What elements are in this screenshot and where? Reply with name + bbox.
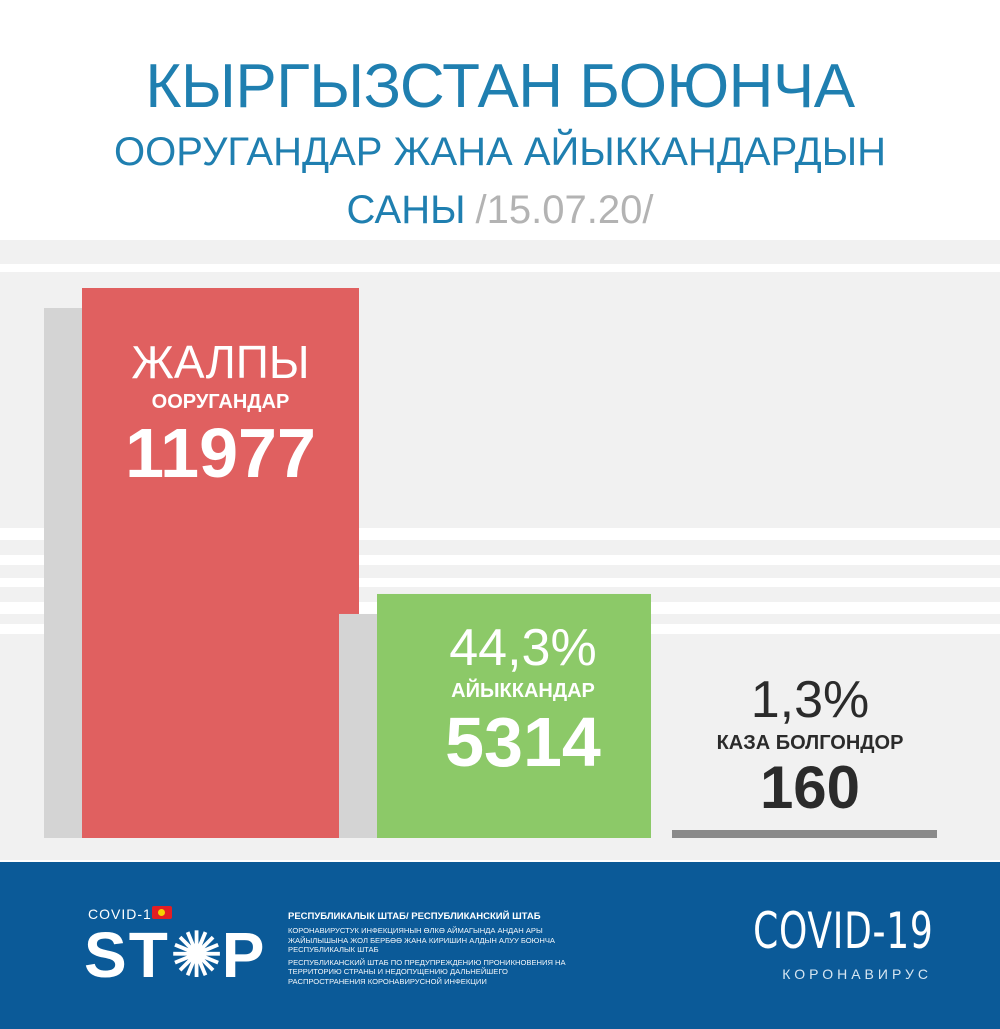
footer-text: РЕСПУБЛИКАЛЫК ШТАБ/ РЕСПУБЛИКАНСКИЙ ШТАБ… [288, 910, 578, 990]
footer-text-kg: КОРОНАВИРУСТУК ИНФЕКЦИЯНЫН ӨЛКӨ АЙМАГЫНД… [288, 926, 555, 955]
bar-recovered-category: АЙЫККАНДАР [451, 680, 595, 702]
bar-chart-svg [0, 240, 1000, 860]
title-line-3: САНЫ/15.07.20/ [0, 180, 1000, 240]
bar-total-top-word: ЖАЛПЫ [131, 336, 310, 388]
bar-recovered-percent: 44,3% [449, 619, 597, 677]
stop-logo: ST✺P [84, 920, 266, 990]
bar-deaths-percent: 1,3% [750, 671, 870, 729]
bars [44, 288, 937, 838]
bar-chart: ЖАЛПЫ ООРУГАНДАР 11977 44,3% АЙЫККАНДАР … [0, 240, 1000, 860]
bar-recovered-value: 5314 [445, 703, 601, 781]
bar-total-category: ООРУГАНДАР [151, 391, 290, 413]
bar-total-value: 11977 [125, 414, 316, 492]
chart-title: КЫРГЫЗСТАН БОЮНЧА ООРУГАНДАР ЖАНА АЙЫККА… [0, 50, 1000, 240]
title-line-3-text: САНЫ [346, 188, 466, 232]
bar-shadow-1 [339, 613, 379, 838]
footer-text-ru: РЕСПУБЛИКАНСКИЙ ШТАБ ПО ПРЕДУПРЕЖДЕНИЮ П… [288, 957, 566, 986]
bar-deaths-labels: 1,3% КАЗА БОЛГОНДОР 160 [672, 670, 948, 820]
covid-19-title: COVID-19 [753, 902, 934, 960]
bar-shadow-0 [44, 308, 84, 838]
bar-deaths-category: КАЗА БОЛГОНДОР [716, 732, 904, 754]
stop-logo-st: ST [84, 919, 170, 991]
title-line-2: ООРУГАНДАР ЖАНА АЙЫККАНДАРДЫН [113, 130, 886, 174]
report-date: /15.07.20/ [475, 188, 654, 232]
logo-covid-small: COVID-19 [88, 906, 161, 922]
kyrgyz-flag-icon [152, 906, 172, 919]
bar-deaths-value: 160 [759, 754, 861, 821]
title-line-1: КЫРГЫЗСТАН БОЮНЧА [145, 52, 855, 121]
stop-logo-p: P [221, 919, 267, 991]
coronavirus-subtitle: КОРОНАВИРУС [782, 966, 932, 982]
bar-1 [377, 593, 651, 838]
bar-0 [82, 288, 359, 838]
bar-total-labels: ЖАЛПЫ ООРУГАНДАР 11977 [82, 335, 359, 491]
bar-recovered-labels: 44,3% АЙЫККАНДАР 5314 [377, 618, 669, 780]
footer: COVID-19 ST✺P РЕСПУБЛИКАЛЫК ШТАБ/ РЕСПУБ… [0, 862, 1000, 1029]
virus-icon: ✺ [169, 919, 226, 991]
footer-text-heading: РЕСПУБЛИКАЛЫК ШТАБ/ РЕСПУБЛИКАНСКИЙ ШТАБ [288, 911, 541, 922]
bar-2 [672, 830, 937, 838]
